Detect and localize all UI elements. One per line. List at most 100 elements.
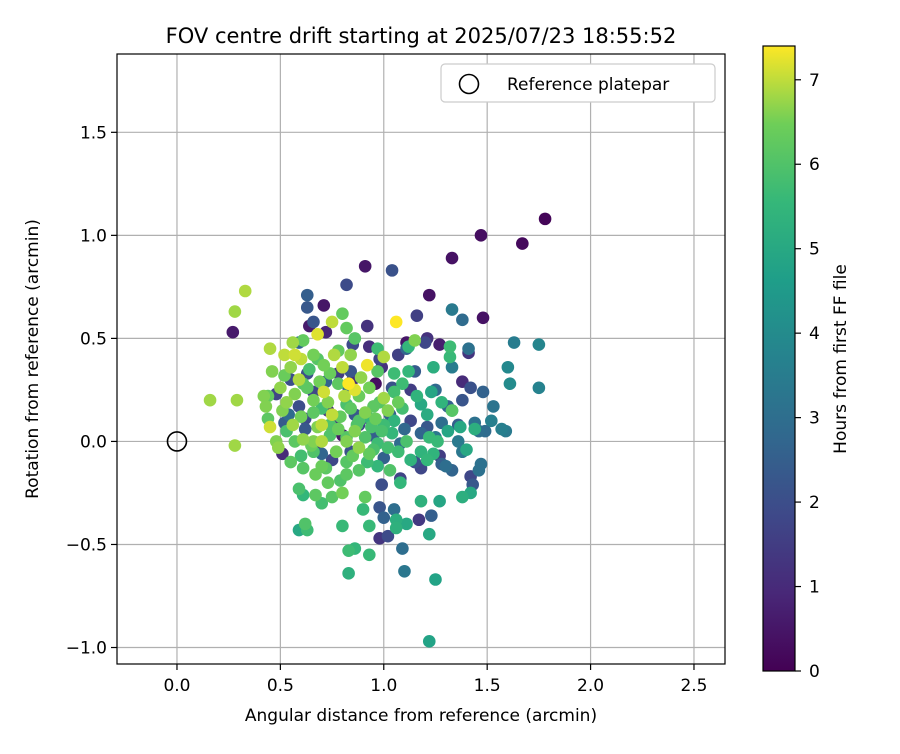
scatter-point — [468, 422, 482, 436]
legend-box — [440, 63, 716, 103]
scatter-point — [427, 360, 440, 374]
scatter-point — [456, 393, 469, 407]
scatter-point — [360, 358, 374, 372]
x-tick-label: 1.0 — [370, 676, 397, 696]
x-tick-label: 0.5 — [267, 676, 294, 696]
scatter-point — [487, 400, 500, 413]
scatter-point — [348, 424, 362, 438]
scatter-point — [377, 511, 391, 524]
x-axis-ticks: 0.0 0.5 1.0 1.5 2.0 2.5 — [163, 664, 708, 696]
scatter-point — [307, 393, 320, 407]
scatter-point — [476, 311, 490, 325]
scatter-point — [389, 315, 403, 329]
scatter-point — [321, 395, 335, 409]
scatter-point — [373, 501, 386, 514]
colorbar: 0 1 2 3 4 5 6 7 Hours from first FF file — [762, 45, 851, 682]
scatter-point — [429, 573, 442, 586]
scatter-point — [284, 455, 298, 469]
scatter-point — [238, 284, 252, 298]
scatter-point — [352, 441, 366, 454]
scatter-point — [375, 478, 389, 492]
scatter-point — [336, 486, 349, 500]
scatter-point — [425, 385, 438, 399]
legend-marker — [458, 73, 480, 95]
legend: Reference platepar — [440, 63, 716, 103]
scatter-point — [445, 251, 459, 265]
scatter-point — [420, 408, 434, 421]
scatter-point — [377, 391, 391, 405]
scatter-point — [358, 490, 372, 504]
scatter-point — [451, 435, 465, 448]
scatter-point — [377, 350, 391, 364]
scatter-point — [362, 447, 376, 461]
scatter-point — [501, 360, 515, 374]
scatter-point — [298, 422, 312, 436]
scatter-point — [309, 488, 322, 502]
scatter-point — [313, 375, 326, 388]
colorbar-label: Hours from first FF file — [831, 264, 851, 454]
scatter-point — [439, 459, 453, 473]
scatter-point — [315, 435, 329, 448]
y-axis-ticks: −1.0 −0.5 0.0 0.5 1.0 1.5 — [66, 123, 117, 659]
scatter-point — [292, 482, 306, 496]
scatter-point — [445, 360, 459, 374]
scatter-point — [294, 410, 308, 424]
scatter-point — [303, 363, 316, 376]
scatter-point — [300, 288, 314, 302]
scatter-point — [307, 315, 320, 329]
scatter-point — [381, 441, 395, 454]
scatter-point — [321, 476, 335, 489]
scatter-point — [336, 360, 349, 374]
scatter-point — [358, 406, 372, 419]
scatter-point — [265, 365, 279, 378]
scatter-point — [358, 431, 372, 444]
scatter-point — [433, 494, 446, 508]
scatter-point — [441, 424, 455, 438]
scatter-point — [362, 381, 376, 395]
scatter-point — [532, 381, 546, 395]
plot-background — [117, 54, 725, 664]
scatter-point — [443, 340, 457, 353]
scatter-point — [387, 385, 401, 399]
scatter-point — [292, 373, 306, 386]
colorbar-tick-label: 3 — [809, 409, 820, 429]
scatter-point — [400, 517, 413, 531]
scatter-point — [538, 212, 552, 226]
x-tick-label: 2.0 — [577, 676, 604, 696]
scatter-point — [503, 377, 517, 391]
scatter-point — [445, 404, 459, 417]
legend-entry: Reference platepar — [507, 75, 669, 95]
scatter-point — [329, 445, 343, 459]
scatter-point — [435, 395, 448, 409]
scatter-point — [311, 327, 324, 341]
scatter-point — [456, 490, 469, 504]
scatter-point — [342, 377, 355, 391]
scatter-point — [340, 321, 353, 335]
y-tick-label: −0.5 — [66, 535, 107, 555]
scatter-point — [317, 299, 331, 312]
y-tick-label: −1.0 — [66, 639, 107, 659]
scatter-point — [387, 414, 401, 428]
colorbar-ticks: 0 1 2 3 4 5 6 7 — [795, 71, 820, 682]
scatter-point — [507, 336, 521, 349]
x-tick-label: 1.5 — [474, 676, 501, 696]
scatter-point — [325, 315, 339, 329]
scatter-point — [456, 313, 469, 327]
colorbar-tick-label: 1 — [809, 578, 820, 598]
scatter-point — [309, 468, 322, 481]
scatter-point — [315, 418, 329, 432]
scatter-point — [307, 406, 320, 419]
scatter-point — [474, 457, 488, 471]
colorbar-tick-label: 6 — [809, 155, 820, 175]
scatter-point — [385, 264, 399, 277]
scatter-point — [391, 395, 405, 409]
scatter-point — [284, 360, 298, 374]
scatter-point — [340, 278, 353, 292]
scatter-point — [325, 408, 339, 421]
scatter-point — [288, 387, 302, 401]
y-axis-label: Rotation from reference (arcmin) — [23, 219, 43, 499]
scatter-point — [422, 635, 436, 648]
scatter-point — [460, 443, 473, 456]
scatter-point — [354, 371, 368, 384]
